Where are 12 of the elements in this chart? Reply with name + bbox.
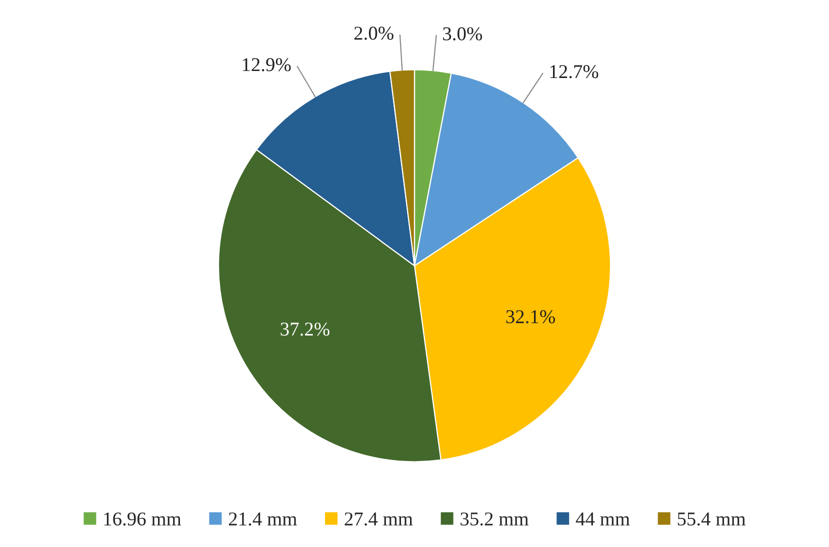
data-label: 3.0%: [443, 27, 482, 40]
data-label: 32.1%: [506, 310, 555, 324]
legend-label: 27.4 mm: [344, 512, 413, 526]
data-label: 37.2%: [280, 322, 330, 336]
legend-label: 44 mm: [576, 512, 630, 526]
data-label: 12.9%: [242, 58, 291, 72]
legend-label: 55.4 mm: [678, 512, 746, 526]
data-label: 12.7%: [550, 65, 598, 78]
legend-label: 21.4 mm: [228, 512, 297, 526]
legend-label: 16.96 mm: [104, 512, 182, 526]
legend-label: 35.2 mm: [460, 512, 529, 526]
data-label: 2.0%: [354, 26, 394, 40]
